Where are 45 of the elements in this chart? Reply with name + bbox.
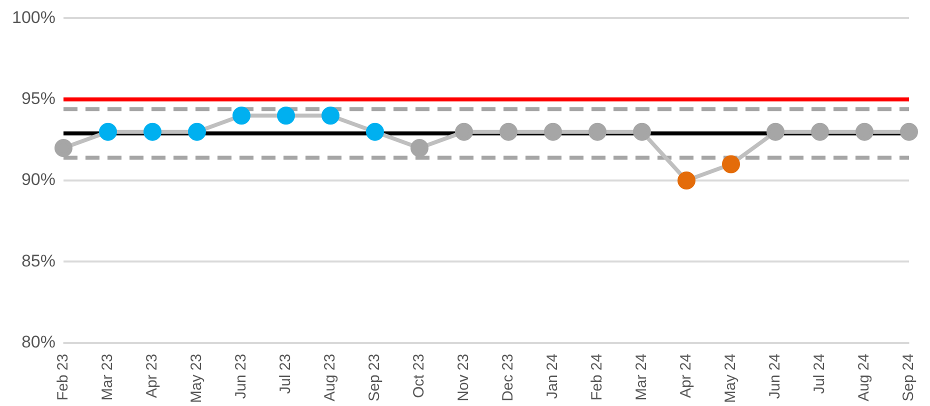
x-tick-label: Nov 23 [455,354,472,402]
x-tick-label: Apr 23 [144,354,161,398]
point [811,122,829,141]
x-tick-label: Jun 24 [766,354,784,399]
point [632,122,651,141]
point [722,155,740,174]
point [54,139,72,158]
x-tick-label: Aug 24 [856,354,873,402]
x-tick-label: Jun 23 [232,354,250,399]
point [410,139,428,158]
point [188,122,206,141]
x-tick-label: Apr 24 [678,354,695,398]
x-tick-label: Jul 24 [811,354,828,394]
point [98,122,117,141]
x-tick-label: Feb 23 [54,354,72,401]
x-tick-label: May 24 [722,354,740,404]
y-tick-label: 95% [21,89,56,108]
x-tick-label: Jul 23 [277,354,294,394]
point [276,106,295,125]
x-tick-label: Mar 23 [99,354,116,400]
point [232,106,250,125]
point [856,122,874,141]
point [588,122,606,141]
point [366,122,384,141]
y-tick-label: 80% [21,332,56,352]
y-tick-label: 90% [21,170,56,190]
y-tick-label: 100% [12,8,56,27]
point [677,172,696,190]
x-tick-label: Jan 24 [544,354,562,399]
point [766,122,784,141]
x-tick-label: May 23 [188,354,206,404]
point [499,122,518,141]
x-tick-label: Feb 24 [588,354,606,401]
x-tick-label: Mar 24 [633,354,650,400]
point [900,122,918,141]
point [544,122,562,141]
x-tick-label: Aug 23 [322,354,339,402]
x-tick-label: Sep 24 [900,354,918,402]
y-tick-label: 85% [21,251,56,270]
x-tick-label: Dec 23 [500,354,517,402]
x-tick-label: Oct 23 [410,354,428,398]
x-tick-label: Sep 23 [366,354,384,402]
point [454,122,473,141]
point [321,106,340,125]
point [143,122,162,141]
